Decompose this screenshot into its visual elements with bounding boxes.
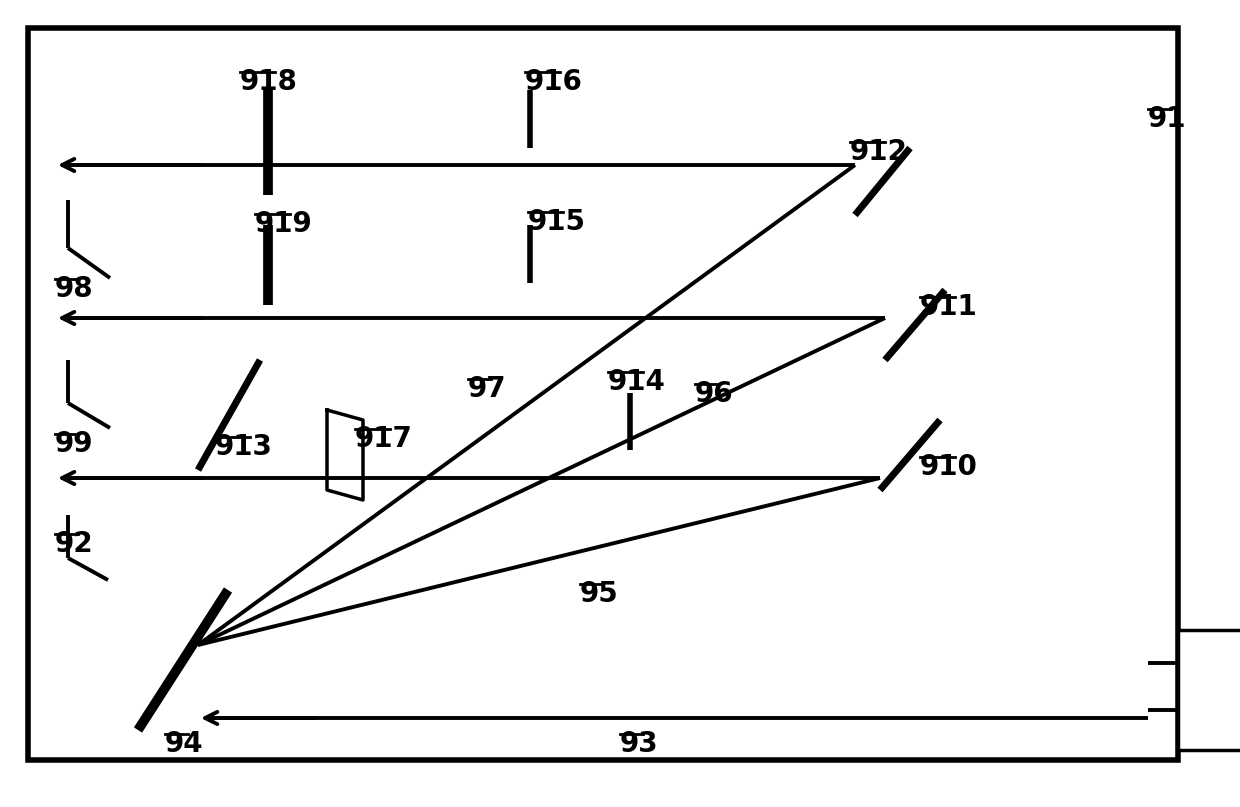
Text: 96: 96	[694, 380, 734, 408]
Text: 918: 918	[241, 68, 298, 96]
Text: 914: 914	[608, 368, 666, 396]
Text: 95: 95	[580, 580, 619, 608]
Text: 94: 94	[165, 730, 203, 758]
Text: 97: 97	[467, 375, 507, 403]
Text: 913: 913	[215, 433, 273, 461]
Text: 98: 98	[55, 275, 94, 303]
Text: 912: 912	[849, 138, 908, 166]
Text: 911: 911	[920, 293, 978, 321]
Bar	[1178, 630, 1240, 750]
Text: 910: 910	[920, 453, 978, 481]
Text: 917: 917	[355, 425, 413, 453]
Text: 93: 93	[620, 730, 658, 758]
Text: 915: 915	[528, 208, 587, 236]
Text: 99: 99	[55, 430, 93, 458]
Text: 919: 919	[255, 210, 312, 238]
Text: 916: 916	[525, 68, 583, 96]
Text: 92: 92	[55, 530, 94, 558]
Text: 91: 91	[1148, 105, 1187, 133]
